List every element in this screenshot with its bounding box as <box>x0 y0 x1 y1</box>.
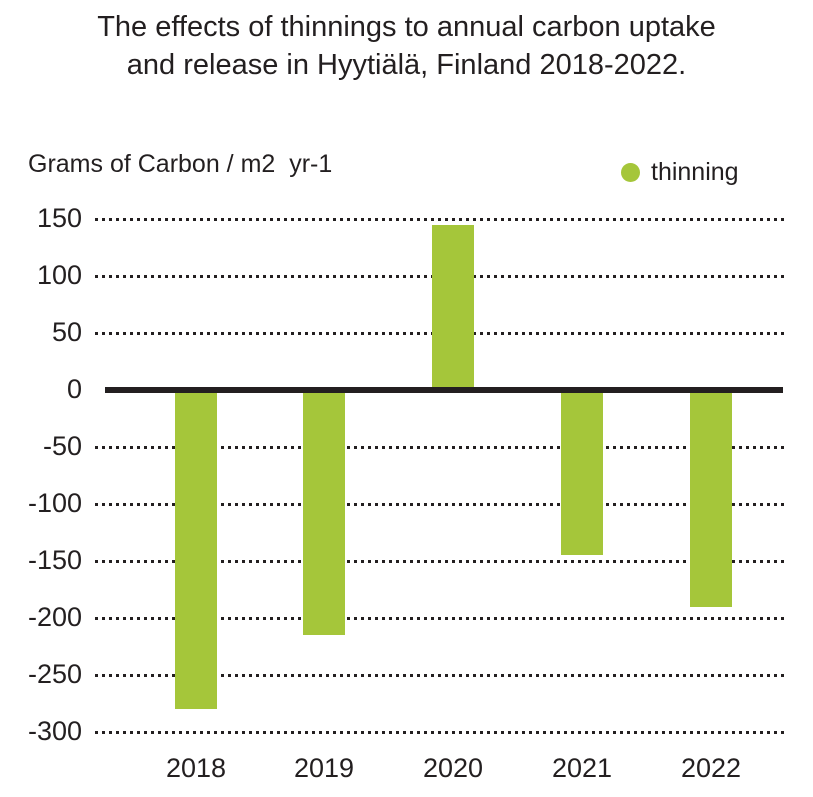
gridline-y--300 <box>95 731 785 734</box>
gridline-y-150 <box>95 218 785 221</box>
legend: thinning <box>621 158 739 187</box>
y-tick-label--150: -150 <box>27 545 82 575</box>
chart-title-line2: and release in Hyytiälä, Finland 2018-20… <box>126 49 687 81</box>
y-tick-label-150: 150 <box>36 203 82 233</box>
y-tick-label-100: 100 <box>36 260 82 290</box>
gridline-y--50 <box>95 446 785 449</box>
bar-2020 <box>432 224 474 390</box>
y-tick-label--100: -100 <box>27 488 82 518</box>
legend-label: thinning <box>651 158 739 186</box>
x-tick-label-2020: 2020 <box>422 753 484 783</box>
y-tick-label-50: 50 <box>51 317 82 347</box>
y-axis-unit-label: Grams of Carbon / m2 yr-1 <box>28 150 333 178</box>
y-tick-label--200: -200 <box>27 602 82 632</box>
gridline-y--100 <box>95 503 785 506</box>
bar-2019 <box>303 390 345 636</box>
gridline-y--200 <box>95 617 785 620</box>
bar-2021 <box>561 390 603 556</box>
y-tick-label--300: -300 <box>27 716 82 746</box>
x-tick-label-2019: 2019 <box>293 753 355 783</box>
gridline-y--150 <box>95 560 785 563</box>
y-tick-label-0: 0 <box>66 374 82 404</box>
chart-title: The effects of thinnings to annual carbo… <box>0 8 813 84</box>
chart-title-line1: The effects of thinnings to annual carbo… <box>97 11 716 43</box>
y-tick-label--250: -250 <box>27 659 82 689</box>
zero-axis-line <box>105 387 783 393</box>
gridline-y--250 <box>95 674 785 677</box>
y-tick-label--50: -50 <box>42 431 82 461</box>
x-tick-label-2018: 2018 <box>165 753 227 783</box>
bar-2022 <box>690 390 732 607</box>
legend-dot-icon <box>621 163 640 182</box>
x-tick-label-2021: 2021 <box>551 753 613 783</box>
x-tick-label-2022: 2022 <box>680 753 742 783</box>
bar-2018 <box>175 390 217 710</box>
